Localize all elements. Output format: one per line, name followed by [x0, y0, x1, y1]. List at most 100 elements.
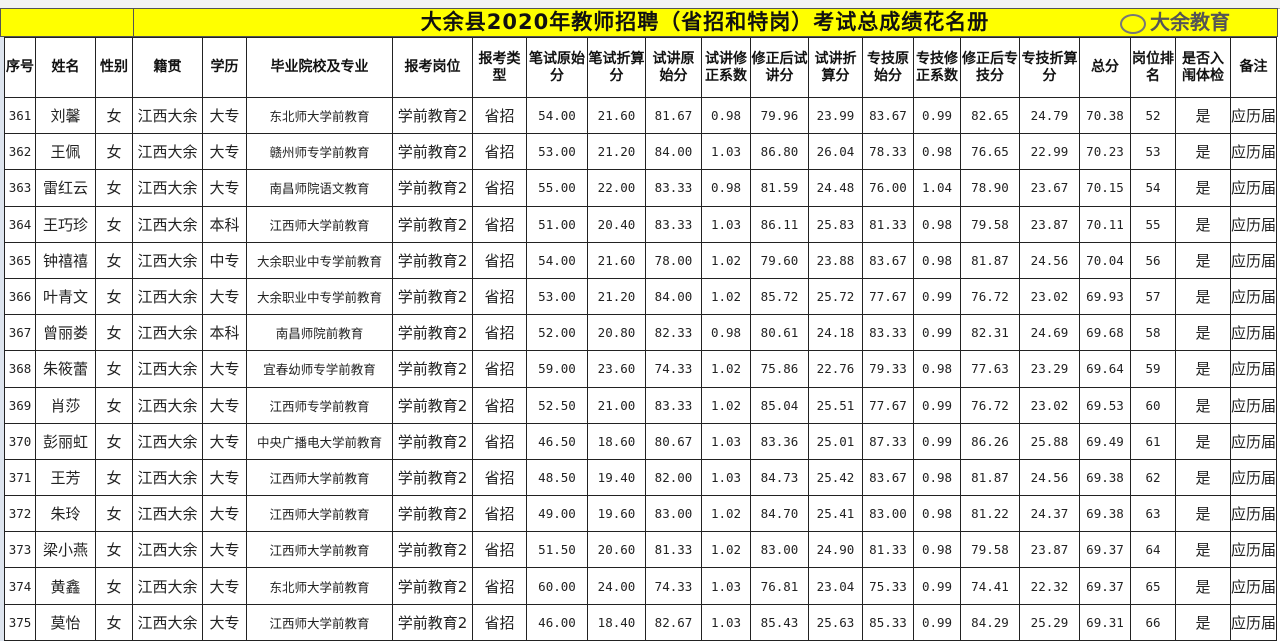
cell-hometown[interactable]: 江西大余 [132, 386, 203, 424]
cell-seq[interactable]: 364 [4, 205, 36, 243]
cell-school-major[interactable]: 江西师专学前教育 [246, 386, 393, 424]
cell-lecture-coef[interactable]: 0.98 [701, 96, 751, 135]
cell-skill-converted[interactable]: 23.87 [1019, 531, 1080, 569]
cell-lecture-converted[interactable]: 23.04 [808, 567, 863, 605]
cell-skill-converted[interactable]: 23.87 [1019, 205, 1080, 243]
cell-hometown[interactable]: 江西大余 [132, 603, 203, 641]
cell-lecture-converted[interactable]: 25.83 [808, 205, 863, 243]
cell-lecture-coef[interactable]: 0.98 [701, 169, 751, 207]
cell-lecture-raw[interactable]: 83.00 [645, 495, 702, 533]
cell-rank[interactable]: 65 [1130, 567, 1176, 605]
cell-total[interactable]: 69.37 [1079, 531, 1131, 569]
cell-name[interactable]: 黄鑫 [35, 567, 96, 605]
cell-lecture-coef[interactable]: 1.03 [701, 567, 751, 605]
cell-hometown[interactable]: 江西大余 [132, 567, 203, 605]
cell-lecture-converted[interactable]: 22.76 [808, 350, 863, 388]
cell-lecture-raw[interactable]: 82.33 [645, 314, 702, 352]
cell-written-converted[interactable]: 23.60 [587, 350, 646, 388]
cell-skill-adjusted[interactable]: 78.90 [960, 169, 1020, 207]
cell-lecture-converted[interactable]: 25.51 [808, 386, 863, 424]
cell-physical-exam[interactable]: 是 [1175, 314, 1231, 352]
cell-written-raw[interactable]: 54.00 [526, 241, 588, 279]
cell-written-converted[interactable]: 21.00 [587, 386, 646, 424]
cell-total[interactable]: 69.38 [1079, 458, 1131, 497]
cell-remark[interactable]: 应历届 [1229, 241, 1278, 279]
cell-total[interactable]: 69.37 [1079, 567, 1131, 605]
cell-skill-adjusted[interactable]: 74.41 [960, 567, 1020, 605]
cell-school-major[interactable]: 江西师大学前教育 [246, 458, 393, 497]
cell-lecture-adjusted[interactable]: 85.04 [750, 386, 809, 424]
cell-skill-converted[interactable]: 23.02 [1019, 277, 1080, 316]
cell-skill-raw[interactable]: 75.33 [862, 567, 914, 605]
cell-seq[interactable]: 369 [4, 386, 36, 424]
cell-total[interactable]: 70.38 [1079, 96, 1131, 135]
cell-written-converted[interactable]: 18.60 [587, 422, 646, 460]
cell-gender[interactable]: 女 [95, 169, 133, 207]
cell-written-raw[interactable]: 54.00 [526, 96, 588, 135]
cell-gender[interactable]: 女 [95, 422, 133, 460]
cell-type[interactable]: 省招 [472, 458, 527, 497]
cell-seq[interactable]: 365 [4, 241, 36, 279]
cell-lecture-coef[interactable]: 1.02 [701, 495, 751, 533]
cell-remark[interactable]: 应历届 [1229, 386, 1278, 424]
cell-lecture-coef[interactable]: 1.02 [701, 350, 751, 388]
cell-education[interactable]: 大专 [202, 350, 247, 388]
cell-position[interactable]: 学前教育2 [392, 169, 473, 207]
cell-written-raw[interactable]: 60.00 [526, 567, 588, 605]
cell-school-major[interactable]: 东北师大学前教育 [246, 96, 393, 135]
cell-gender[interactable]: 女 [95, 386, 133, 424]
cell-lecture-raw[interactable]: 83.33 [645, 169, 702, 207]
cell-skill-raw[interactable]: 83.67 [862, 241, 914, 279]
cell-lecture-coef[interactable]: 1.03 [701, 458, 751, 497]
cell-name[interactable]: 朱筱蕾 [35, 350, 96, 388]
cell-hometown[interactable]: 江西大余 [132, 314, 203, 352]
cell-total[interactable]: 69.64 [1079, 350, 1131, 388]
cell-rank[interactable]: 61 [1130, 422, 1176, 460]
header-written-converted[interactable]: 笔试折算分 [587, 37, 646, 98]
cell-skill-converted[interactable]: 22.99 [1019, 133, 1080, 171]
cell-lecture-adjusted[interactable]: 81.59 [750, 169, 809, 207]
cell-school-major[interactable]: 南昌师院语文教育 [246, 169, 393, 207]
cell-skill-adjusted[interactable]: 79.58 [960, 531, 1020, 569]
cell-type[interactable]: 省招 [472, 277, 527, 316]
cell-rank[interactable]: 64 [1130, 531, 1176, 569]
cell-lecture-adjusted[interactable]: 86.80 [750, 133, 809, 171]
cell-skill-adjusted[interactable]: 76.65 [960, 133, 1020, 171]
cell-seq[interactable]: 371 [4, 458, 36, 497]
cell-physical-exam[interactable]: 是 [1175, 169, 1231, 207]
cell-skill-raw[interactable]: 83.67 [862, 96, 914, 135]
cell-written-converted[interactable]: 20.40 [587, 205, 646, 243]
cell-lecture-adjusted[interactable]: 84.73 [750, 458, 809, 497]
cell-rank[interactable]: 58 [1130, 314, 1176, 352]
cell-physical-exam[interactable]: 是 [1175, 350, 1231, 388]
cell-name[interactable]: 王芳 [35, 458, 96, 497]
cell-education[interactable]: 大专 [202, 96, 247, 135]
cell-position[interactable]: 学前教育2 [392, 386, 473, 424]
cell-lecture-raw[interactable]: 84.00 [645, 277, 702, 316]
cell-lecture-coef[interactable]: 0.98 [701, 314, 751, 352]
cell-written-converted[interactable]: 21.60 [587, 96, 646, 135]
cell-type[interactable]: 省招 [472, 205, 527, 243]
cell-hometown[interactable]: 江西大余 [132, 205, 203, 243]
cell-seq[interactable]: 372 [4, 495, 36, 533]
cell-type[interactable]: 省招 [472, 169, 527, 207]
cell-position[interactable]: 学前教育2 [392, 567, 473, 605]
cell-total[interactable]: 69.49 [1079, 422, 1131, 460]
cell-seq[interactable]: 361 [4, 96, 36, 135]
cell-position[interactable]: 学前教育2 [392, 458, 473, 497]
cell-position[interactable]: 学前教育2 [392, 603, 473, 641]
cell-position[interactable]: 学前教育2 [392, 314, 473, 352]
cell-education[interactable]: 本科 [202, 205, 247, 243]
cell-hometown[interactable]: 江西大余 [132, 531, 203, 569]
cell-position[interactable]: 学前教育2 [392, 422, 473, 460]
cell-position[interactable]: 学前教育2 [392, 205, 473, 243]
cell-total[interactable]: 69.68 [1079, 314, 1131, 352]
title-left-cell[interactable] [1, 9, 134, 36]
header-position[interactable]: 报考岗位 [392, 37, 473, 98]
cell-seq[interactable]: 368 [4, 350, 36, 388]
cell-physical-exam[interactable]: 是 [1175, 567, 1231, 605]
cell-hometown[interactable]: 江西大余 [132, 458, 203, 497]
cell-lecture-converted[interactable]: 26.04 [808, 133, 863, 171]
cell-skill-converted[interactable]: 24.79 [1019, 96, 1080, 135]
cell-type[interactable]: 省招 [472, 314, 527, 352]
